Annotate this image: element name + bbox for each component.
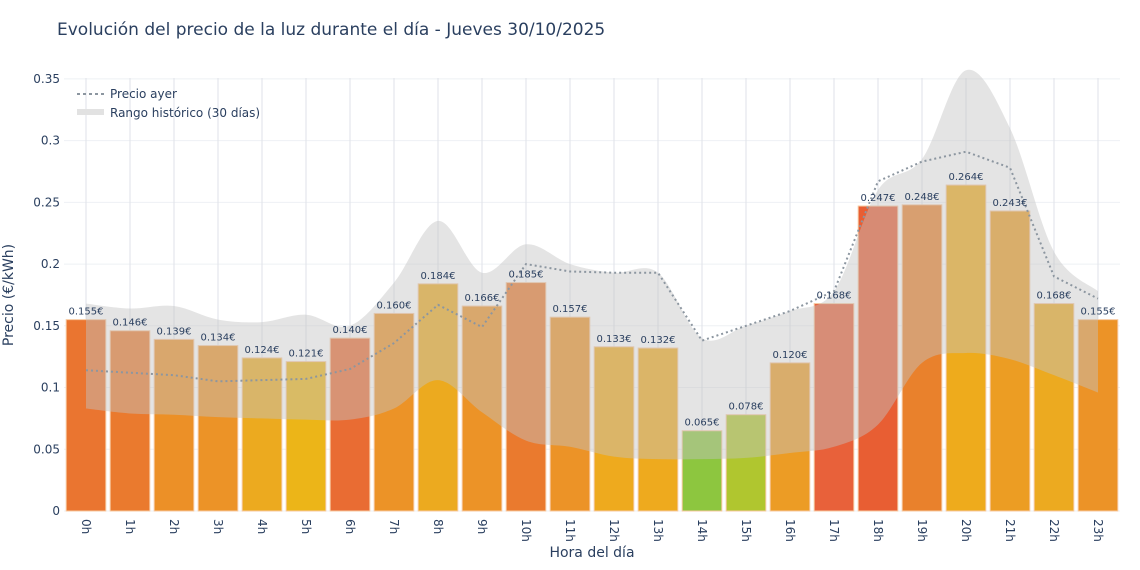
bar-3h — [197, 345, 239, 512]
bar-value-label: 0.166€ — [465, 293, 500, 304]
bar-8h — [417, 283, 459, 512]
bar-value-label: 0.157€ — [553, 304, 588, 315]
legend-range-label: Rango histórico (30 días) — [110, 106, 260, 120]
bar-0h — [65, 319, 107, 512]
x-tick-label: 9h — [475, 519, 489, 534]
bar-4h — [241, 357, 283, 512]
x-tick-label: 18h — [871, 519, 885, 542]
x-tick-label: 11h — [563, 519, 577, 542]
x-tick-label: 15h — [739, 519, 753, 542]
y-tick-label: 0.35 — [33, 72, 60, 86]
bar-value-label: 0.132€ — [641, 335, 676, 346]
y-tick-label: 0.1 — [41, 381, 60, 395]
y-tick-label: 0.2 — [41, 257, 60, 271]
bar-value-label: 0.184€ — [421, 271, 456, 282]
x-tick-label: 1h — [123, 519, 137, 534]
x-tick-label: 3h — [211, 519, 225, 534]
x-tick-label: 5h — [299, 519, 313, 534]
bar-value-label: 0.168€ — [817, 291, 852, 302]
bar-value-label: 0.140€ — [333, 325, 368, 336]
bar-5h — [285, 361, 327, 512]
bar-1h — [109, 330, 151, 512]
x-tick-label: 21h — [1003, 519, 1017, 542]
bar-18h — [857, 205, 899, 512]
x-tick-label: 10h — [519, 519, 533, 542]
bar-value-label: 0.155€ — [1081, 307, 1116, 318]
bar-value-label: 0.146€ — [113, 318, 148, 329]
bar-value-label: 0.168€ — [1037, 291, 1072, 302]
x-tick-label: 13h — [651, 519, 665, 542]
bar-value-label: 0.243€ — [993, 198, 1028, 209]
x-tick-label: 4h — [255, 519, 269, 534]
x-tick-label: 17h — [827, 519, 841, 542]
bar-value-label: 0.121€ — [289, 349, 324, 360]
chart-title: Evolución del precio de la luz durante e… — [57, 20, 606, 40]
bar-value-label: 0.078€ — [729, 402, 764, 413]
bar-17h — [813, 303, 855, 512]
bar-9h — [461, 305, 503, 512]
bar-19h — [901, 204, 943, 512]
x-tick-label: 12h — [607, 519, 621, 542]
x-tick-label: 14h — [695, 519, 709, 542]
x-axis-title: Hora del día — [549, 545, 634, 561]
bar-value-label: 0.264€ — [949, 172, 984, 183]
bar-15h — [725, 414, 767, 512]
bar-value-label: 0.139€ — [157, 326, 192, 337]
x-tick-label: 19h — [915, 519, 929, 542]
x-tick-label: 23h — [1091, 519, 1105, 542]
bar-value-label: 0.155€ — [69, 307, 104, 318]
x-tick-label: 8h — [431, 519, 445, 534]
x-tick-label: 22h — [1047, 519, 1061, 542]
x-tick-label: 7h — [387, 519, 401, 534]
x-tick-label: 16h — [783, 519, 797, 542]
bar-11h — [549, 316, 591, 512]
bar-value-label: 0.124€ — [245, 345, 280, 356]
y-tick-label: 0.25 — [33, 195, 60, 209]
bar-6h — [329, 337, 371, 512]
bar-value-label: 0.120€ — [773, 350, 808, 361]
bar-2h — [153, 338, 195, 512]
bar-10h — [505, 282, 547, 512]
bar-value-label: 0.160€ — [377, 300, 412, 311]
y-tick-label: 0.15 — [33, 319, 60, 333]
bar-22h — [1033, 303, 1075, 512]
bar-value-label: 0.185€ — [509, 270, 544, 281]
x-tick-label: 0h — [79, 519, 93, 534]
x-tick-label: 6h — [343, 519, 357, 534]
bar-14h — [681, 430, 723, 512]
bar-21h — [989, 210, 1031, 512]
y-axis-title: Precio (€/kWh) — [1, 244, 17, 346]
legend-yesterday-label: Precio ayer — [110, 87, 177, 101]
bar-23h — [1077, 319, 1119, 512]
bar-7h — [373, 312, 415, 512]
bar-value-label: 0.247€ — [861, 193, 896, 204]
y-tick-label: 0.3 — [41, 134, 60, 148]
bar-16h — [769, 362, 811, 512]
y-tick-label: 0 — [52, 504, 60, 518]
bar-value-label: 0.133€ — [597, 334, 632, 345]
x-tick-label: 20h — [959, 519, 973, 542]
bar-value-label: 0.134€ — [201, 333, 236, 344]
bar-value-label: 0.248€ — [905, 192, 940, 203]
bar-13h — [637, 347, 679, 512]
bar-12h — [593, 346, 635, 512]
y-tick-label: 0.05 — [33, 442, 60, 456]
bar-value-label: 0.065€ — [685, 418, 720, 429]
x-tick-label: 2h — [167, 519, 181, 534]
historic-range-band — [86, 69, 1098, 460]
bar-20h — [945, 184, 987, 512]
legend-range-swatch — [77, 109, 104, 115]
